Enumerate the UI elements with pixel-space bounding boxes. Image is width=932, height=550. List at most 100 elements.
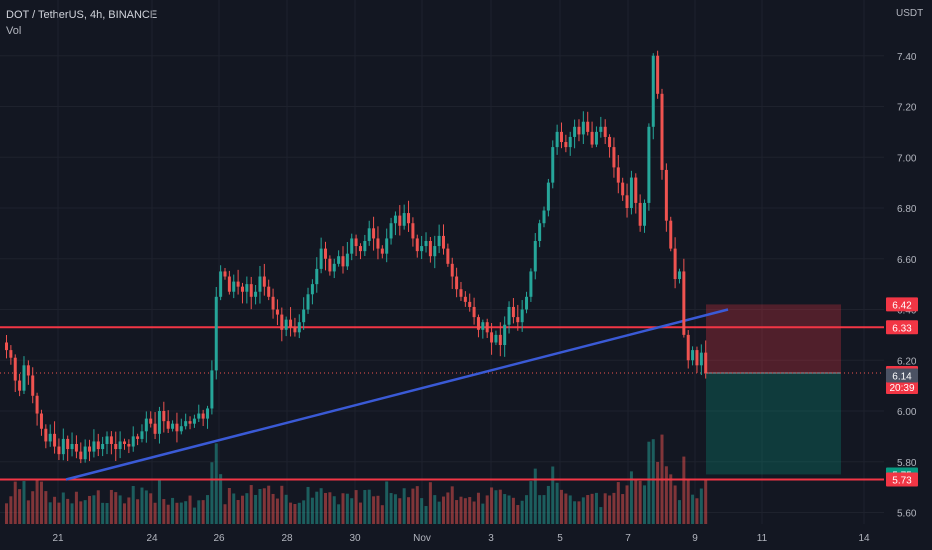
price-label-box xyxy=(886,368,918,383)
candle-body xyxy=(192,418,196,424)
volume-bar xyxy=(581,497,585,524)
volume-bar xyxy=(682,456,686,524)
volume-bar xyxy=(31,491,35,524)
price-label-box xyxy=(886,297,918,312)
volume-bar xyxy=(568,495,572,524)
candle-body xyxy=(214,296,218,371)
candle-body xyxy=(293,327,297,333)
volume-bar xyxy=(206,495,210,524)
volume-bar xyxy=(612,492,616,524)
volume-bar xyxy=(306,486,310,524)
candle-body xyxy=(407,213,411,224)
candle-body xyxy=(490,332,494,343)
volume-bar xyxy=(302,500,306,524)
volume-bar xyxy=(166,504,170,524)
grid xyxy=(0,0,884,524)
volume-bar xyxy=(105,503,109,524)
volume-bar xyxy=(695,498,699,524)
volume-bar xyxy=(380,505,384,524)
candle-body xyxy=(455,276,459,290)
candle-body xyxy=(533,240,537,272)
candle-body xyxy=(179,426,183,432)
candle-body xyxy=(586,121,590,132)
horizontal-lines[interactable] xyxy=(0,326,884,481)
candle-body xyxy=(236,281,240,287)
candle-body xyxy=(643,202,647,226)
volume-bar xyxy=(555,482,559,524)
candle-body xyxy=(699,352,703,366)
volume-bar xyxy=(262,488,266,524)
candle-body xyxy=(350,238,354,254)
candle-body xyxy=(485,322,489,333)
position-tool[interactable] xyxy=(706,304,841,475)
volume-bar xyxy=(634,479,638,524)
ascending-trendline xyxy=(65,308,729,481)
volume-bar xyxy=(669,474,673,524)
volume-bar xyxy=(53,496,57,524)
trendline[interactable] xyxy=(65,308,729,481)
candle-body xyxy=(656,55,660,94)
volume-bar xyxy=(350,498,354,524)
x-tick-label: 24 xyxy=(146,533,158,544)
price-label-6-14: 6.14 xyxy=(886,368,918,383)
volume-indicator-label[interactable]: Vol xyxy=(6,25,22,37)
candle-body xyxy=(201,413,205,419)
candle-body xyxy=(516,317,520,323)
candle-body xyxy=(476,317,480,330)
volume-bar xyxy=(210,462,214,524)
y-tick-label: 6.60 xyxy=(897,255,917,266)
y-tick-label: 7.20 xyxy=(897,103,917,114)
symbol-title[interactable]: DOT / TetherUS, 4h, BINANCE xyxy=(6,9,158,21)
candle-body xyxy=(271,296,275,310)
candle-body xyxy=(302,309,306,323)
countdown-text: 20:39 xyxy=(889,383,914,394)
candle-body xyxy=(573,126,577,137)
volume-bar xyxy=(162,499,166,524)
candle-body xyxy=(581,121,585,135)
volume-bar xyxy=(559,489,563,524)
candle-body xyxy=(503,324,507,346)
volume-bar xyxy=(92,495,96,524)
candle-body xyxy=(424,240,428,247)
volume-bar xyxy=(245,493,249,524)
candle-body xyxy=(677,271,681,280)
candle-body xyxy=(345,253,349,267)
volume-bar xyxy=(358,502,362,524)
candle-body xyxy=(284,319,288,330)
candle-body xyxy=(629,177,633,208)
candle-body xyxy=(306,294,310,310)
candle-body xyxy=(324,248,328,259)
candle-body xyxy=(96,441,100,450)
volume-bar xyxy=(638,480,642,524)
volume-bar xyxy=(529,481,533,524)
volume-bar xyxy=(57,502,61,524)
volume-bar xyxy=(704,478,708,524)
x-tick-label: 14 xyxy=(858,533,870,544)
candle-body xyxy=(171,423,175,429)
volume-bar xyxy=(328,492,332,524)
x-tick-label: 7 xyxy=(625,533,631,544)
candles xyxy=(5,50,708,464)
volume-bar xyxy=(175,502,179,524)
volume-bar xyxy=(459,496,463,524)
time-axis[interactable]: 21 24 26 28 30 Nov 3 5 7 9 11 14 xyxy=(52,533,870,544)
candle-body xyxy=(44,428,48,442)
candle-body xyxy=(249,284,253,297)
volume-bar xyxy=(22,481,26,524)
volume-bar xyxy=(289,502,293,524)
candle-body xyxy=(542,210,546,224)
volume-bar xyxy=(463,498,467,524)
candle-body xyxy=(468,301,472,307)
candle-body xyxy=(74,443,78,452)
candle-body xyxy=(612,147,616,168)
price-axis[interactable]: 5.605.806.006.206.406.606.807.007.207.40 xyxy=(897,52,917,520)
candle-body xyxy=(564,142,568,148)
candle-body xyxy=(380,248,384,254)
volume-bar xyxy=(267,485,271,524)
price-label-6-33: 6.33 xyxy=(886,320,918,335)
price-label-box xyxy=(886,472,918,487)
candle-body xyxy=(197,413,201,419)
x-tick-label: 5 xyxy=(557,533,563,544)
price-labels: 6.426.336.1520:396.145.755.73 xyxy=(886,297,918,487)
